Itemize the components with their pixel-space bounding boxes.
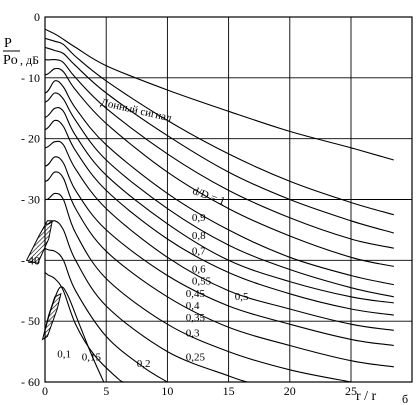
curve-label-0-15: 0,15	[82, 352, 102, 364]
curve-label-0-9: 0,9	[192, 212, 206, 224]
series-line-0-05	[45, 286, 105, 382]
x-tick-label: 10	[161, 384, 173, 398]
y-tick-label: - 30	[21, 193, 40, 207]
y-tick-label: - 40	[21, 253, 40, 267]
curve-label-0-4: 0,4	[186, 300, 200, 312]
curve-label-0-45: 0,45	[186, 288, 206, 300]
x-tick-label: 5	[103, 384, 109, 398]
series-line-0-1	[45, 271, 125, 382]
y-axis-title-denominator: Po	[3, 53, 18, 68]
series-line-0-55	[45, 92, 394, 298]
series-line-0-25	[45, 192, 352, 382]
series-line-донный-сигнал	[45, 28, 394, 161]
series-line-0-8	[45, 58, 394, 249]
y-tick-label: - 10	[21, 71, 40, 85]
curve-label-0-1: 0,1	[57, 349, 71, 361]
x-axis-title-subscript: б	[402, 392, 408, 405]
curve-label-0-3: 0,3	[186, 327, 200, 339]
series-line-0-3	[45, 171, 394, 368]
series-line-0-4	[45, 140, 394, 331]
x-tick-label: 15	[223, 384, 235, 398]
y-axis-title: P Po , дБ	[3, 36, 39, 68]
curve-label-0-6: 0,6	[192, 264, 206, 276]
series-line-0-15	[45, 247, 168, 382]
y-tick-label: - 50	[21, 314, 40, 328]
series-line-0-2	[45, 220, 248, 382]
y-tick-label: 0	[34, 10, 40, 24]
series-curves	[45, 28, 394, 382]
series-line-0-7	[45, 67, 394, 267]
curve-label-0-5: 0,5	[235, 291, 249, 303]
curve-label-0-35: 0,35	[186, 312, 206, 324]
y-tick-label: - 60	[21, 375, 40, 389]
x-axis-title-main: r / r	[356, 389, 377, 404]
y-axis-title-unit: , дБ	[20, 53, 39, 67]
series-line-0-45	[45, 119, 394, 316]
curve-label-0-25: 0,25	[186, 352, 206, 364]
curve-label-0-55: 0,55	[192, 276, 212, 288]
series-line-0-9	[45, 46, 394, 234]
y-axis-title-numerator: P	[4, 36, 12, 51]
y-tick-label: - 20	[21, 132, 40, 146]
series-line-0-5	[45, 107, 394, 304]
curve-label-0-7: 0,7	[192, 245, 206, 257]
curve-label-d-d-1: d/D = 1	[191, 185, 227, 208]
series-line-0-6	[45, 80, 394, 286]
curve-label-0-2: 0,2	[137, 358, 151, 370]
x-tick-label: 0	[42, 384, 48, 398]
axis-tick-labels: 0 5 10 15 20 25 0 - 10 - 20 - 30 - 40 - 50 - 60	[21, 10, 357, 398]
curve-label-0-8: 0,8	[192, 230, 206, 242]
x-axis-title: r / r б	[356, 389, 408, 405]
x-tick-label: 20	[284, 384, 296, 398]
series-line-d-d-1	[45, 37, 394, 216]
series-line-0-35	[45, 156, 394, 347]
x-tick-label: 25	[345, 384, 357, 398]
